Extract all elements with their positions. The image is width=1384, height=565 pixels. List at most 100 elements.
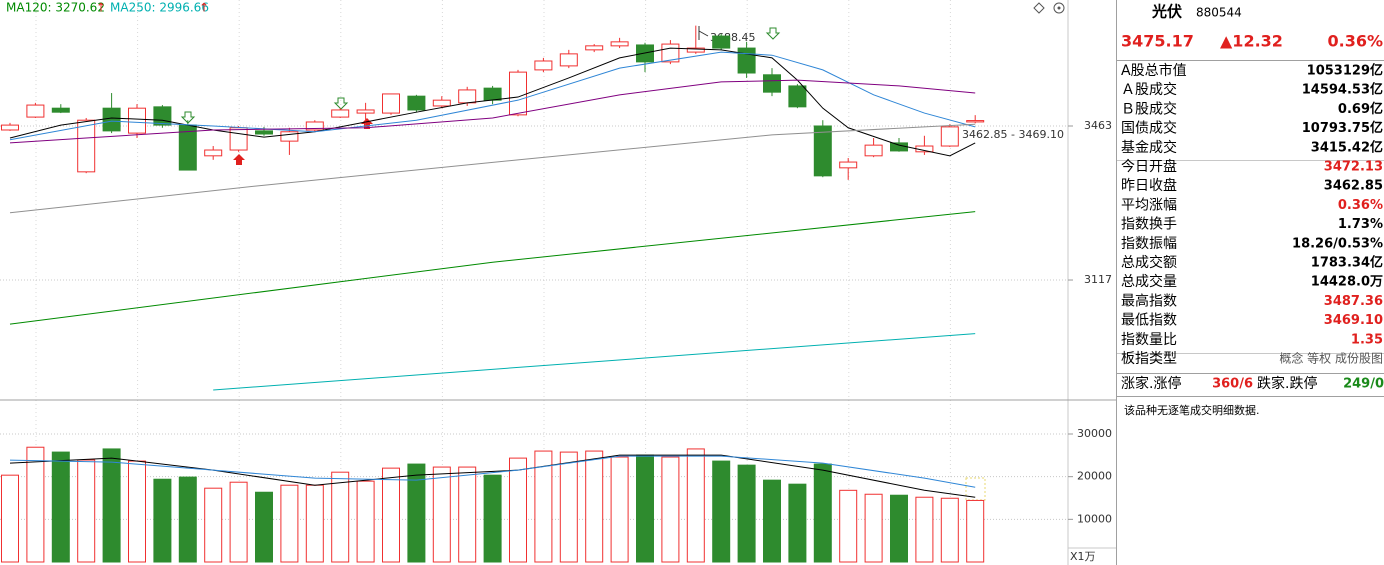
volume-bar bbox=[128, 460, 146, 563]
candle-body bbox=[153, 106, 172, 126]
volume-bar bbox=[940, 497, 959, 563]
signal-arrow bbox=[233, 154, 245, 165]
row-value: 0.69亿 bbox=[1338, 101, 1383, 117]
volume-bar bbox=[839, 489, 858, 563]
row-label: 指数振幅 bbox=[1121, 236, 1177, 252]
icon-diamond[interactable] bbox=[1033, 2, 1045, 14]
volume-bar bbox=[1, 474, 19, 563]
candle-body bbox=[763, 74, 781, 93]
row-label: 总成交量 bbox=[1121, 273, 1177, 290]
volume-bar bbox=[915, 496, 934, 563]
candle-body bbox=[737, 47, 756, 74]
candle-body bbox=[407, 95, 426, 111]
legend-arrow: ↑ bbox=[199, 1, 209, 15]
row-value: 3487.36 bbox=[1324, 294, 1383, 309]
panel-change: ▲12.32 bbox=[1220, 32, 1283, 51]
volume-bar bbox=[763, 479, 781, 563]
candle-body bbox=[128, 107, 146, 134]
candle-body bbox=[559, 53, 578, 67]
volume-bar bbox=[77, 459, 96, 563]
candle-body bbox=[356, 109, 375, 114]
volume-bar bbox=[51, 451, 70, 563]
volume-bar bbox=[305, 484, 324, 563]
volume-bar bbox=[407, 463, 426, 563]
row-value: 1.35 bbox=[1351, 332, 1383, 347]
candle-body bbox=[509, 71, 527, 116]
y-tick-label: 30000 bbox=[1077, 427, 1112, 440]
volume-bar bbox=[636, 454, 654, 563]
candle-body bbox=[585, 45, 604, 51]
row-label: 最低指数 bbox=[1121, 313, 1177, 329]
y-tick-label: 3117 bbox=[1084, 273, 1112, 286]
volume-bar bbox=[432, 466, 451, 563]
candle-body bbox=[966, 120, 985, 123]
candle-body bbox=[864, 144, 883, 157]
row-label: 今日开盘 bbox=[1121, 158, 1177, 175]
unit-label: X1万 bbox=[1070, 550, 1096, 563]
breadth-value: 249/0 bbox=[1343, 377, 1384, 392]
row-value: 1783.34亿 bbox=[1311, 255, 1383, 271]
row-label: Ｂ股成交 bbox=[1121, 100, 1177, 117]
volume-bar bbox=[178, 476, 197, 563]
candle-body bbox=[813, 125, 832, 177]
candle-body bbox=[890, 142, 908, 152]
ma-line bbox=[9, 455, 976, 488]
candle-body bbox=[229, 127, 248, 151]
volume-bar bbox=[559, 451, 578, 563]
legend-arrow: ↑ bbox=[96, 1, 106, 15]
row-value: 0.36% bbox=[1338, 198, 1383, 213]
candle-body bbox=[686, 47, 705, 53]
candle-body bbox=[51, 107, 70, 113]
candle-body bbox=[483, 87, 502, 101]
candle-body bbox=[432, 99, 451, 107]
y-tick-label: 20000 bbox=[1077, 470, 1112, 483]
volume-bar bbox=[458, 466, 477, 563]
candle-body bbox=[940, 126, 959, 147]
row-label: 昨日收盘 bbox=[1121, 177, 1177, 194]
cursor-box bbox=[965, 477, 986, 501]
volume-bar bbox=[153, 478, 172, 563]
candle-body bbox=[102, 107, 121, 132]
row-label: 总成交额 bbox=[1121, 254, 1177, 271]
volume-bar bbox=[280, 484, 299, 563]
row-label: 板指类型 bbox=[1121, 351, 1177, 367]
volume-bar bbox=[864, 493, 883, 563]
panel-name: 光伏 bbox=[1151, 3, 1182, 21]
candle-body bbox=[839, 161, 858, 169]
volume-bar bbox=[382, 467, 400, 563]
panel-percent: 0.36% bbox=[1327, 32, 1383, 51]
panel-note: 该品种无逐笔成交明细数据. bbox=[1124, 403, 1260, 417]
row-value: 3472.13 bbox=[1324, 160, 1383, 175]
volume-bar bbox=[534, 450, 553, 563]
volume-bar bbox=[331, 471, 350, 563]
high-marker bbox=[698, 26, 709, 40]
volume-bar bbox=[813, 463, 832, 563]
candle-body bbox=[204, 149, 223, 157]
ma-line bbox=[9, 211, 976, 325]
candle-body bbox=[534, 60, 553, 71]
candle-body bbox=[610, 41, 629, 47]
row-value: 18.26/0.53% bbox=[1292, 236, 1383, 251]
candle-body bbox=[255, 130, 273, 135]
volume-bar bbox=[255, 491, 273, 563]
ma-line bbox=[9, 51, 976, 141]
row-label: 平均涨幅 bbox=[1121, 197, 1177, 213]
volume-bar bbox=[585, 450, 604, 563]
volume-bar bbox=[966, 499, 985, 563]
icon-circle[interactable] bbox=[1053, 2, 1065, 14]
volume-bar bbox=[712, 460, 731, 563]
signal-arrow bbox=[333, 97, 349, 110]
volume-bar bbox=[356, 480, 375, 563]
row-label: 最高指数 bbox=[1121, 292, 1177, 309]
candle-body bbox=[331, 109, 350, 118]
row-value: 3469.10 bbox=[1324, 313, 1383, 328]
row-label: 国债成交 bbox=[1121, 120, 1177, 137]
row-label: 基金成交 bbox=[1121, 139, 1177, 156]
ma-line bbox=[9, 123, 976, 214]
volume-bar bbox=[229, 481, 248, 563]
row-label: 指数量比 bbox=[1121, 332, 1177, 348]
candle-body bbox=[280, 131, 299, 142]
volume-bar bbox=[26, 446, 45, 563]
icon-dot bbox=[1057, 6, 1061, 10]
